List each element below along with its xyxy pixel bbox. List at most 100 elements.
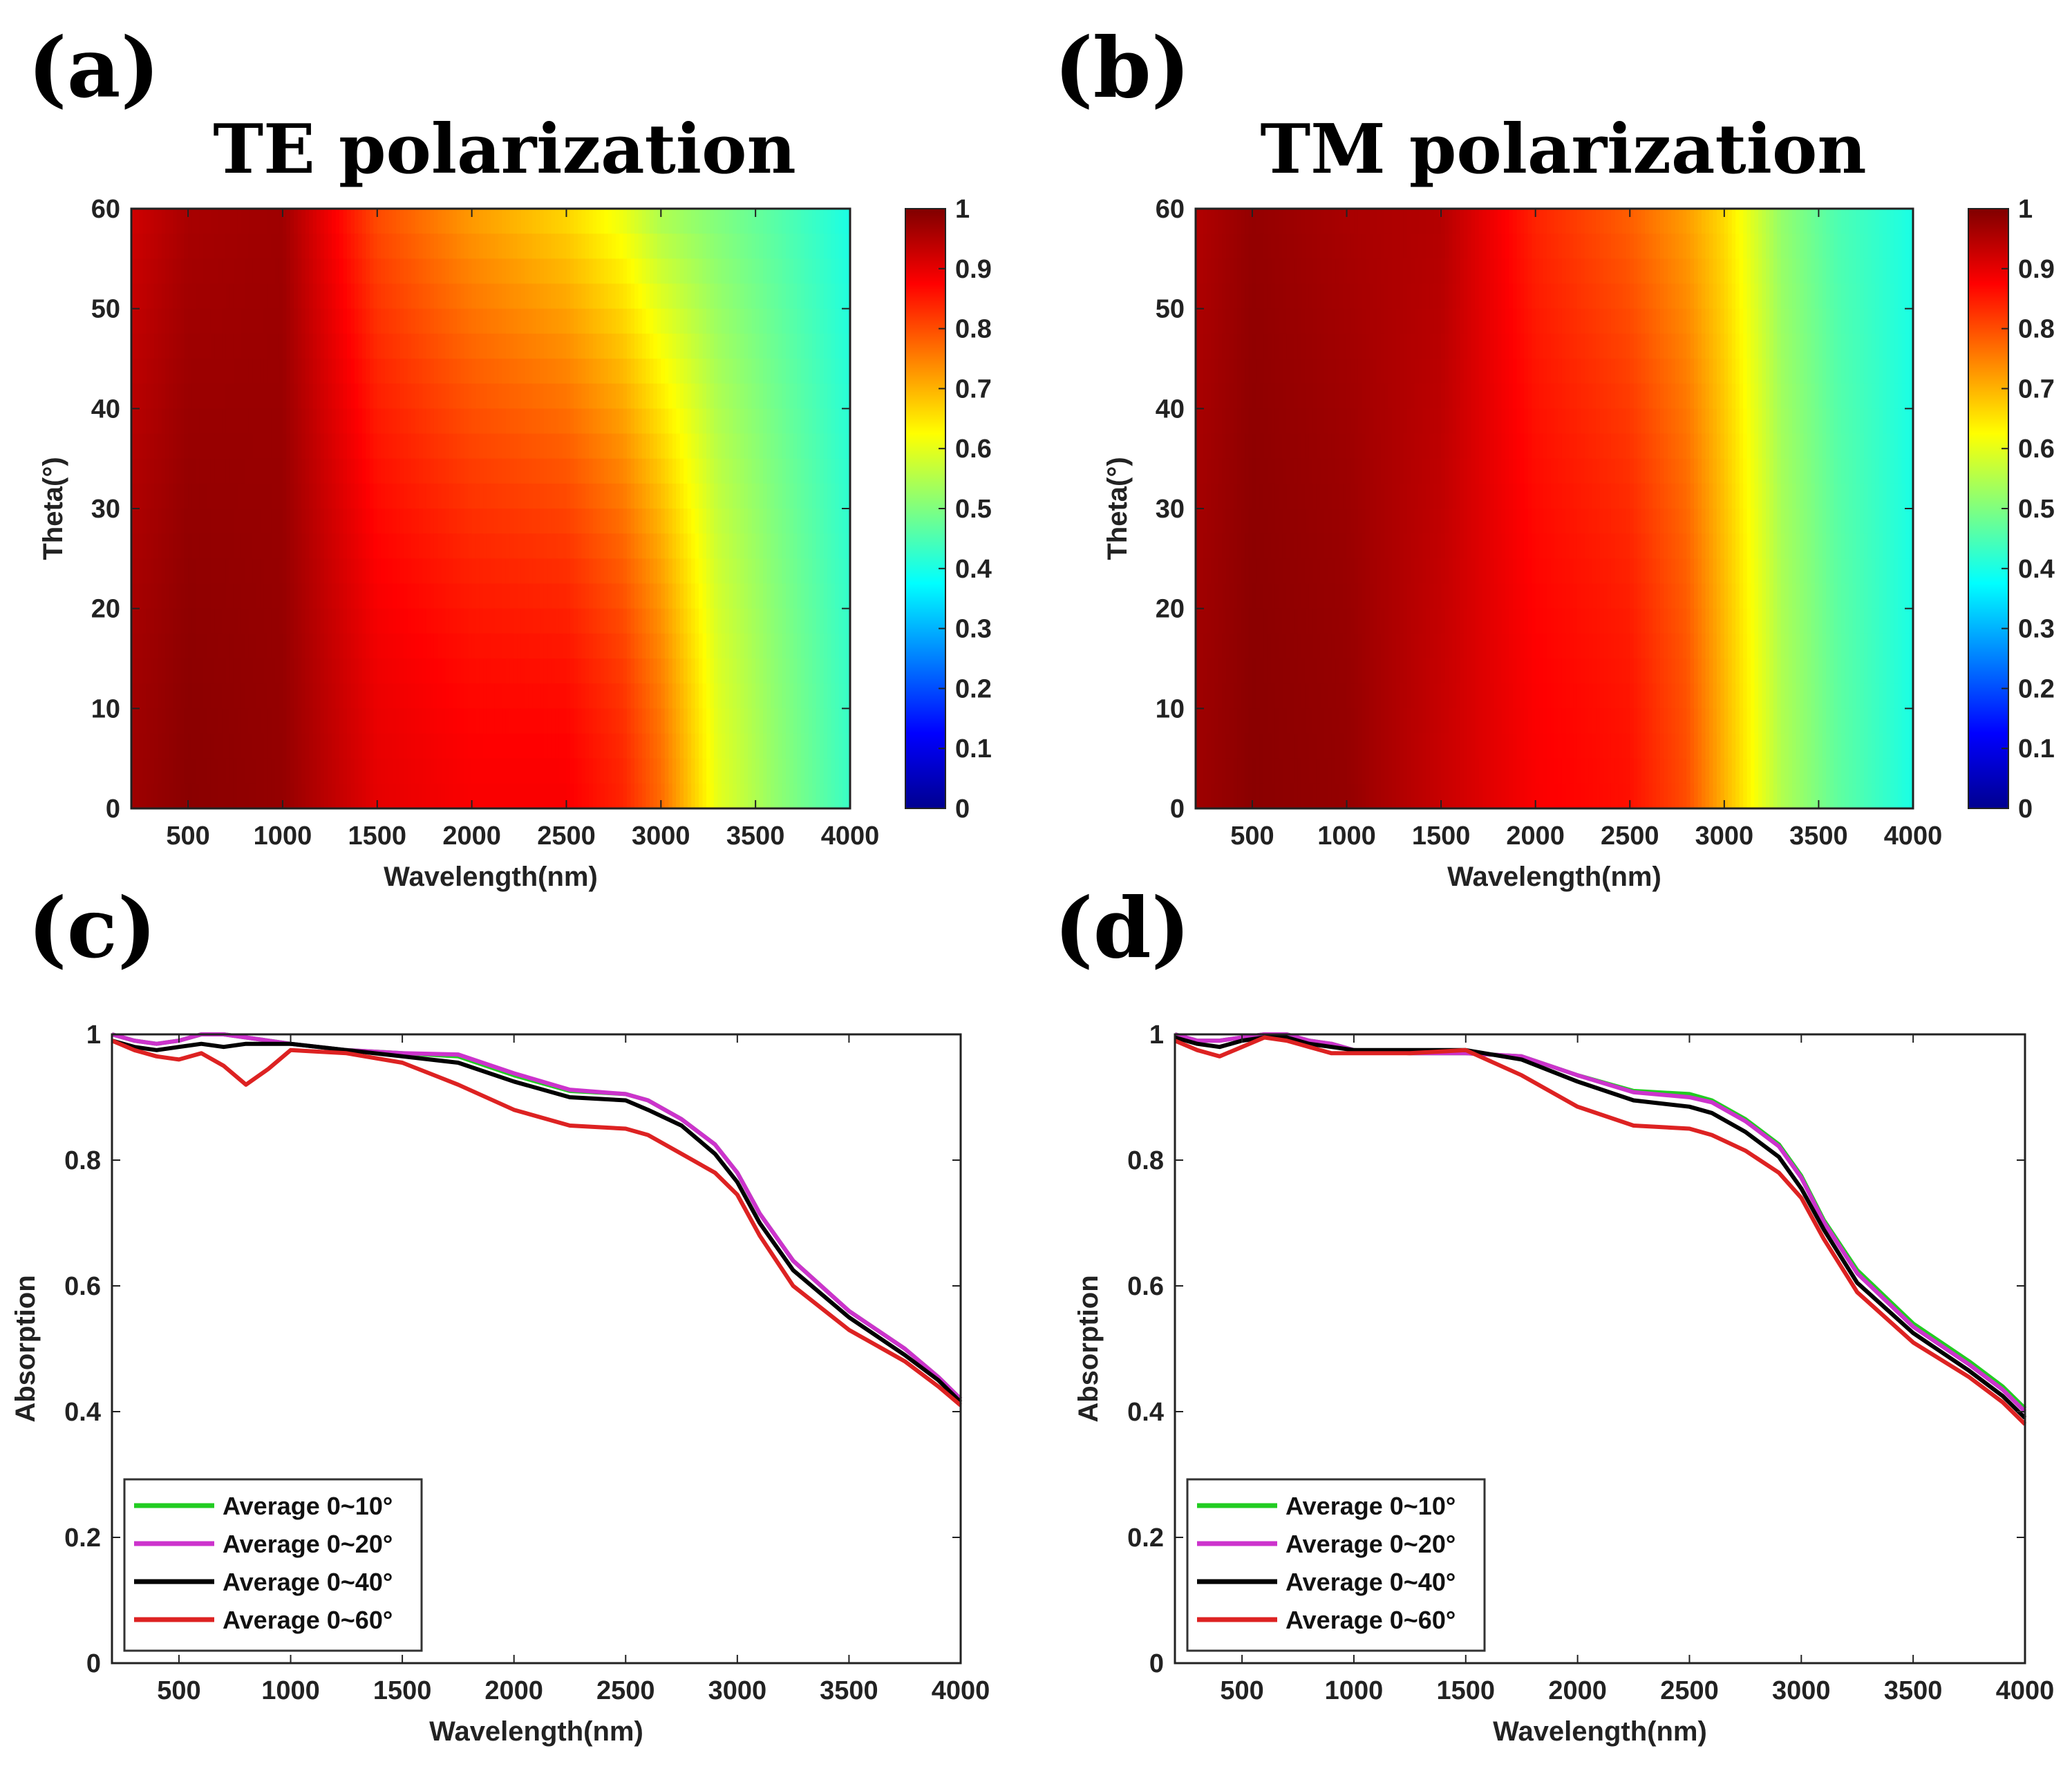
heatmap-cell <box>608 234 612 260</box>
heatmap-cell <box>138 258 144 285</box>
heatmap-cell <box>384 258 390 285</box>
heatmap-cell <box>441 458 446 484</box>
heatmap-cell <box>600 433 605 459</box>
heatmap-cell <box>763 509 768 534</box>
heatmap-cell <box>687 408 692 435</box>
heatmap-cell <box>528 458 534 484</box>
heatmap-cell <box>445 234 450 260</box>
heatmap-cell <box>653 583 658 609</box>
heatmap-cell <box>664 283 670 310</box>
heatmap-cell <box>509 658 514 684</box>
heatmap-cell <box>161 733 167 759</box>
heatmap-cell <box>664 234 670 260</box>
heatmap-cell <box>563 359 567 384</box>
heatmap-cell <box>158 483 162 509</box>
heatmap-cell <box>1207 209 1212 234</box>
heatmap-cell <box>135 258 140 285</box>
heatmap-cell <box>634 783 639 809</box>
heatmap-cell <box>664 509 670 534</box>
heatmap-cell <box>347 658 352 684</box>
heatmap-cell <box>339 509 344 534</box>
heatmap-cell <box>419 633 424 659</box>
heatmap-cell <box>279 333 283 359</box>
heatmap-cell <box>332 733 337 759</box>
heatmap-cell <box>494 633 499 659</box>
heatmap-cell <box>1218 708 1223 734</box>
heatmap-cell <box>1248 509 1253 534</box>
heatmap-cell <box>835 433 840 459</box>
heatmap-cell <box>245 708 249 734</box>
heatmap-cell <box>1233 558 1238 585</box>
heatmap-cell <box>165 783 170 809</box>
heatmap-cell <box>585 458 590 484</box>
heatmap-cell <box>460 558 465 585</box>
heatmap-cell <box>528 758 534 784</box>
heatmap-cell <box>846 234 851 260</box>
heatmap-cell <box>252 258 257 285</box>
heatmap-cell <box>778 509 783 534</box>
heatmap-cell <box>1245 533 1250 560</box>
heatmap-cell <box>453 558 458 585</box>
heatmap-cell <box>449 209 454 234</box>
heatmap-cell <box>460 509 465 534</box>
heatmap-cell <box>218 308 223 334</box>
heatmap-cell <box>415 533 420 560</box>
heatmap-cell <box>619 234 624 260</box>
heatmap-cell <box>649 608 654 634</box>
heatmap-cell <box>766 533 771 560</box>
heatmap-cell <box>608 758 612 784</box>
heatmap-cell <box>441 209 446 234</box>
heatmap-cell <box>1218 683 1223 710</box>
heatmap-cell <box>748 783 753 809</box>
heatmap-cell <box>138 359 144 384</box>
heatmap-cell <box>816 533 821 560</box>
heatmap-cell <box>396 583 401 609</box>
heatmap-cell <box>354 733 359 759</box>
heatmap-cell <box>615 783 620 809</box>
heatmap-cell <box>592 683 598 710</box>
heatmap-cell <box>793 234 798 260</box>
heatmap-cell <box>543 708 548 734</box>
heatmap-cell <box>404 333 408 359</box>
heatmap-cell <box>551 708 556 734</box>
heatmap-cell <box>347 433 352 459</box>
heatmap-cell <box>710 558 715 585</box>
heatmap-cell <box>196 783 200 809</box>
heatmap-cell <box>173 583 178 609</box>
heatmap-cell <box>176 234 181 260</box>
heatmap-cell <box>748 708 753 734</box>
heatmap-cell <box>483 758 488 784</box>
heatmap-cell <box>169 308 174 334</box>
heatmap-cell <box>339 658 344 684</box>
heatmap-cell <box>176 558 181 585</box>
heatmap-cell <box>426 583 431 609</box>
heatmap-cell <box>142 483 147 509</box>
heatmap-cell <box>577 583 583 609</box>
heatmap-cell <box>1222 509 1227 534</box>
heatmap-cell <box>449 234 454 260</box>
heatmap-cell <box>441 283 446 310</box>
heatmap-cell <box>713 408 719 435</box>
heatmap-cell <box>286 433 291 459</box>
heatmap-cell <box>433 733 439 759</box>
heatmap-cell <box>1203 608 1208 634</box>
heatmap-field <box>1196 209 1914 809</box>
heatmap-cell <box>328 383 332 410</box>
heatmap-cell <box>532 209 537 234</box>
heatmap-cell <box>623 483 628 509</box>
heatmap-cell <box>509 558 514 585</box>
heatmap-cell <box>592 234 598 260</box>
heatmap-cell <box>623 333 628 359</box>
heatmap-cell <box>138 209 144 234</box>
heatmap-cell <box>309 408 314 435</box>
heatmap-cell <box>1248 458 1253 484</box>
heatmap-cell <box>1210 283 1216 310</box>
heatmap-cell <box>653 283 658 310</box>
heatmap-cell <box>702 209 707 234</box>
heatmap-cell <box>812 234 817 260</box>
heatmap-cell <box>649 258 654 285</box>
heatmap-cell <box>630 258 635 285</box>
heatmap-cell <box>502 234 507 260</box>
heatmap-cell <box>196 758 200 784</box>
heatmap-cell <box>214 633 219 659</box>
